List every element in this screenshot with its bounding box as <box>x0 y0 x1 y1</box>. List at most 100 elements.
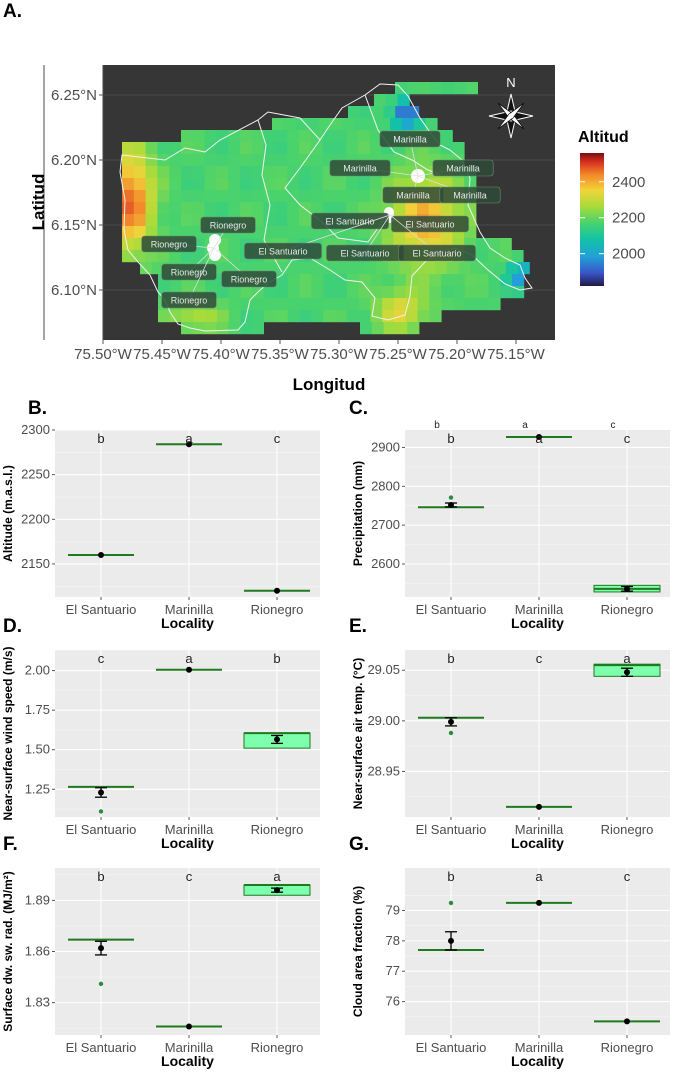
raster-cell <box>401 118 414 131</box>
raster-cell <box>216 190 229 203</box>
significance-letter: c <box>536 651 543 666</box>
raster-cell <box>441 286 454 299</box>
significance-letter: c <box>186 869 193 884</box>
legend-title: Altitud <box>578 129 629 146</box>
raster-cell <box>394 298 407 311</box>
border-marinilla-north <box>364 94 441 176</box>
raster-cell <box>145 226 158 239</box>
raster-cell <box>429 310 442 323</box>
raster-cell <box>157 178 170 191</box>
y-tick-label: 76 <box>386 994 400 1009</box>
y-tick-label: 79 <box>386 903 400 918</box>
raster-cell <box>430 82 443 95</box>
raster-cell <box>352 262 365 275</box>
raster-cell <box>181 322 194 335</box>
outlier-point <box>448 495 454 500</box>
significance-letter: c <box>98 651 105 666</box>
site-label: Marinilla <box>343 164 377 174</box>
raster-cell <box>228 322 241 335</box>
raster-cell <box>383 322 396 335</box>
mean-point <box>536 899 542 906</box>
y-tick-label: 2700 <box>371 517 400 532</box>
raster-cell <box>453 274 466 287</box>
raster-cell <box>228 190 241 203</box>
x-tick-label: Marinilla <box>515 1040 564 1055</box>
raster-cell <box>228 238 241 251</box>
mean-point <box>624 669 630 676</box>
raster-cell <box>417 298 430 311</box>
raster-cell <box>133 154 146 167</box>
raster-cell <box>145 154 158 167</box>
raster-cell <box>335 274 348 287</box>
raster-cell <box>311 274 324 287</box>
y-tick-label: 1.25 <box>25 781 50 796</box>
site-label-box <box>432 159 494 177</box>
raster-cell <box>322 178 335 191</box>
map-y-axis-title: Latitud <box>29 174 48 231</box>
y-tick-label: 29.05 <box>367 662 400 677</box>
raster-cell <box>204 202 217 215</box>
x-tick-label: Marinilla <box>515 602 564 617</box>
raster-cell <box>435 262 448 275</box>
x-tick-label: Marinilla <box>515 822 564 837</box>
legend-tick-label: 2400 <box>612 174 645 191</box>
raster-cell <box>411 262 424 275</box>
raster-cell <box>393 202 406 215</box>
y-tick-label: 2900 <box>371 439 400 454</box>
mean-point <box>448 937 454 944</box>
raster-cell <box>240 286 253 299</box>
raster-cell <box>283 118 296 131</box>
x-tick-label: El Santuario <box>66 822 137 837</box>
raster-cell <box>369 190 382 203</box>
raster-cell <box>487 250 500 263</box>
raster-cell <box>204 178 217 191</box>
y-axis-title: Surface dw. sw. rad. (MJ/m²) <box>1 871 15 1031</box>
mean-point <box>274 736 280 743</box>
x-axis-title: Locality <box>511 1053 564 1069</box>
raster-cell <box>133 142 146 155</box>
raster-cell <box>385 94 398 107</box>
raster-cell <box>323 274 336 287</box>
raster-cell <box>251 154 264 167</box>
raster-cell <box>192 322 205 335</box>
y-axis-title: Altitude (m.a.s.l.) <box>1 465 15 562</box>
raster-cell <box>429 298 442 311</box>
x-axis-title: Locality <box>511 615 564 631</box>
raster-cell <box>228 178 241 191</box>
site-label-box <box>398 244 476 262</box>
raster-cell <box>458 262 471 275</box>
raster-cell <box>369 178 382 191</box>
raster-cell <box>275 154 288 167</box>
raster-cell <box>275 214 288 227</box>
raster-cell <box>181 214 194 227</box>
significance-letter: b <box>97 869 104 884</box>
x-axis-title: Locality <box>161 835 214 851</box>
raster-cell <box>122 202 135 215</box>
raster-cell <box>464 298 477 311</box>
raster-cell <box>192 166 205 179</box>
site-label: Rionegro <box>210 221 247 231</box>
raster-cell <box>251 166 264 179</box>
raster-cell <box>499 238 512 251</box>
raster-cell <box>287 190 300 203</box>
raster-cell <box>133 226 146 239</box>
raster-cell <box>251 130 264 143</box>
panel-letter: B. <box>28 398 47 419</box>
raster-cell <box>354 118 367 131</box>
raster-cell <box>251 322 264 335</box>
raster-cell <box>216 178 229 191</box>
site-label-box <box>439 186 501 204</box>
raster-cell <box>322 142 335 155</box>
mean-point <box>274 887 280 894</box>
significance-letter: b <box>273 651 280 666</box>
raster-cell <box>311 298 324 311</box>
raster-cell <box>442 82 455 95</box>
significance-letter: c <box>624 869 631 884</box>
raster-cell <box>370 298 383 311</box>
raster-cell <box>464 286 477 299</box>
raster-cell <box>299 226 312 239</box>
raster-cell <box>169 166 182 179</box>
raster-cell <box>346 286 359 299</box>
site-label: Rionegro <box>231 275 268 285</box>
raster-cell <box>205 310 218 323</box>
